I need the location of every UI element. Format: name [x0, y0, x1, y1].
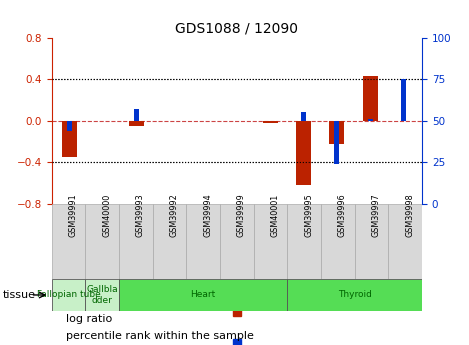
Bar — [334, 121, 340, 164]
Bar — [52, 204, 85, 279]
Title: GDS1088 / 12090: GDS1088 / 12090 — [175, 21, 298, 36]
Bar — [296, 121, 311, 185]
Bar — [119, 279, 287, 311]
Bar — [329, 121, 345, 144]
Text: GSM39997: GSM39997 — [371, 193, 380, 237]
Bar — [287, 279, 422, 311]
Bar — [129, 121, 144, 126]
Text: GSM39996: GSM39996 — [338, 193, 347, 237]
Bar — [68, 121, 72, 131]
Bar — [301, 112, 306, 121]
Text: GSM39991: GSM39991 — [68, 193, 77, 237]
Bar — [254, 204, 287, 279]
Text: GSM39999: GSM39999 — [237, 193, 246, 237]
Bar — [287, 204, 321, 279]
Bar — [62, 121, 77, 157]
Text: percentile rank within the sample: percentile rank within the sample — [67, 332, 254, 341]
Bar — [263, 121, 278, 123]
Text: Heart: Heart — [190, 290, 216, 299]
Text: log ratio: log ratio — [67, 314, 113, 324]
Bar — [134, 109, 139, 121]
Bar — [355, 204, 388, 279]
Bar — [321, 204, 355, 279]
Text: GSM39992: GSM39992 — [169, 193, 179, 237]
Bar — [388, 204, 422, 279]
Text: GSM40001: GSM40001 — [271, 193, 280, 237]
Bar — [85, 279, 119, 311]
Bar — [401, 79, 406, 121]
Bar — [363, 76, 378, 121]
Text: GSM40000: GSM40000 — [102, 193, 111, 237]
Text: Fallopian tube: Fallopian tube — [37, 290, 100, 299]
Text: GSM39995: GSM39995 — [304, 193, 313, 237]
Text: GSM39998: GSM39998 — [405, 193, 414, 237]
Bar — [220, 204, 254, 279]
Bar — [52, 279, 85, 311]
Text: GSM39993: GSM39993 — [136, 193, 145, 237]
Bar — [186, 204, 220, 279]
Bar — [119, 204, 152, 279]
Text: tissue: tissue — [2, 290, 35, 300]
Text: Thyroid: Thyroid — [338, 290, 371, 299]
Bar — [152, 204, 186, 279]
Bar — [85, 204, 119, 279]
Text: GSM39994: GSM39994 — [203, 193, 212, 237]
Text: Gallbla
dder: Gallbla dder — [86, 285, 118, 305]
Bar — [368, 119, 373, 121]
